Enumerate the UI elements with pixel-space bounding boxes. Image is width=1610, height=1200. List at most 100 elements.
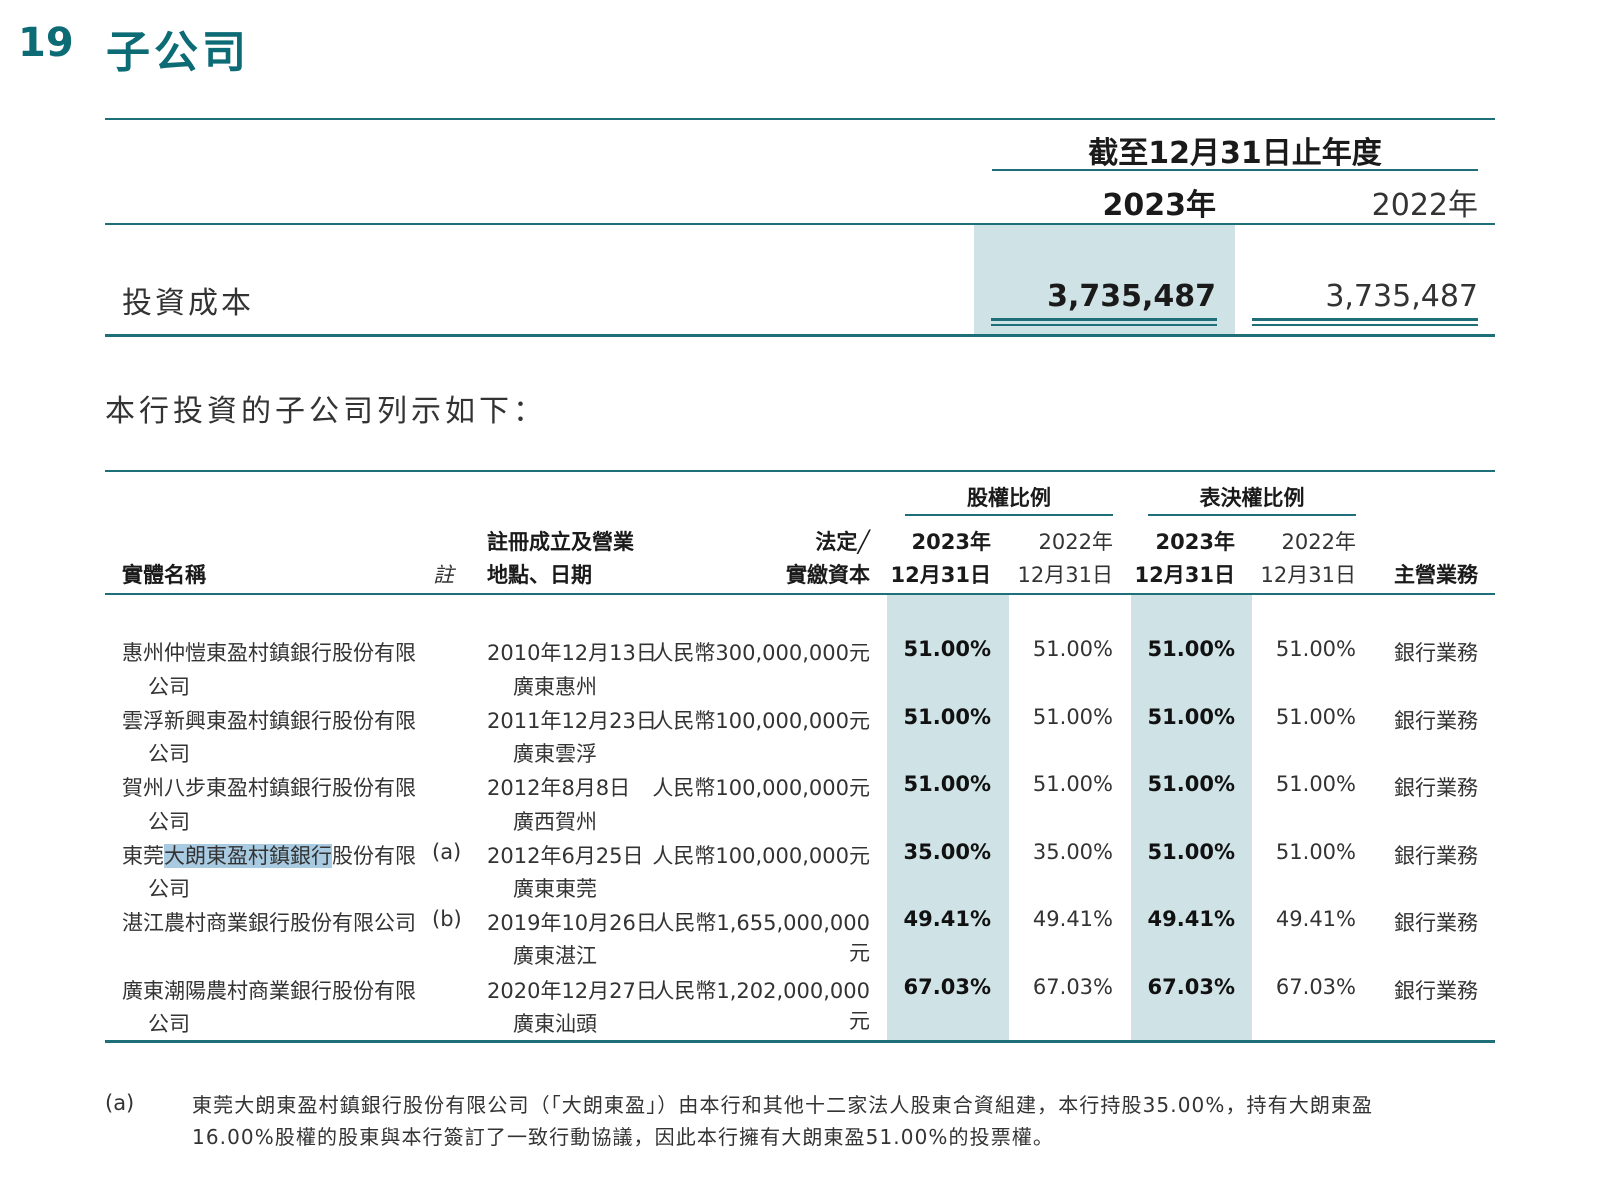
row-1-name2: 公司 — [148, 742, 190, 766]
row-3-name1-selected[interactable]: 大朗東盈村鎮銀行 — [164, 844, 332, 868]
row-1-vt2023: 51.00% — [1147, 705, 1235, 729]
table-header-rule — [105, 593, 1495, 595]
summary-col-2022: 2022年 — [1371, 188, 1478, 223]
row-3-eq2022: 35.00% — [1032, 840, 1113, 864]
row-0-name2: 公司 — [148, 675, 190, 699]
row-3-note: (a) — [432, 840, 462, 864]
row-5-name2: 公司 — [148, 1012, 190, 1036]
header-business: 主營業務 — [1394, 563, 1478, 587]
row-3-place: 廣東東莞 — [513, 877, 597, 901]
summary-col-2023: 2023年 — [1102, 188, 1217, 223]
row-3-date: 2012年6月25日 — [487, 844, 644, 868]
summary-header-rule — [105, 223, 1495, 225]
table-top-rule — [105, 470, 1495, 472]
row-5-eq2022: 67.03% — [1032, 975, 1113, 999]
footnote-line2: 16.00%股權的股東與本行簽訂了一致行動協議，因此本行擁有大朗東盈51.00%… — [192, 1125, 1055, 1149]
voting-group-rule — [1148, 514, 1356, 516]
row-4-vt2022: 49.41% — [1275, 907, 1356, 931]
row-0-vt2022: 51.00% — [1275, 637, 1356, 661]
row-2-name1: 賀州八步東盈村鎮銀行股份有限 — [122, 776, 416, 800]
row-1-name1: 雲浮新興東盈村鎮銀行股份有限 — [122, 709, 416, 733]
summary-value-2022: 3,735,487 — [1325, 279, 1478, 314]
header-capital-line1: 法定╱ — [815, 530, 870, 554]
row-4-name1: 湛江農村商業銀行股份有限公司 — [122, 911, 416, 935]
summary-2022-double-rule-b — [1252, 324, 1478, 326]
row-0-business: 銀行業務 — [1394, 641, 1478, 665]
row-1-eq2023: 51.00% — [903, 705, 991, 729]
row-1-date: 2011年12月23日 — [487, 709, 657, 733]
row-0-name1: 惠州仲愷東盈村鎮銀行股份有限 — [122, 641, 416, 665]
row-1-capital: 人民幣100,000,000元 — [652, 709, 870, 733]
row-2-vt2023: 51.00% — [1147, 772, 1235, 796]
row-5-vt2022: 67.03% — [1275, 975, 1356, 999]
row-1-eq2022: 51.00% — [1032, 705, 1113, 729]
row-3-eq2023: 35.00% — [903, 840, 991, 864]
section-number: 19 — [18, 20, 74, 66]
row-2-vt2022: 51.00% — [1275, 772, 1356, 796]
row-2-eq2022: 51.00% — [1032, 772, 1113, 796]
row-5-name1: 廣東潮陽農村商業銀行股份有限 — [122, 979, 416, 1003]
footnote-line1: 東莞大朗東盈村鎮銀行股份有限公司（「大朗東盈」）由本行和其他十二家法人股東合資組… — [192, 1093, 1374, 1117]
equity-group-rule — [905, 514, 1113, 516]
row-5-vt2023: 67.03% — [1147, 975, 1235, 999]
equity-group-header: 股權比例 — [967, 486, 1051, 510]
header-eq2022-line2: 12月31日 — [1017, 563, 1113, 587]
row-0-vt2023: 51.00% — [1147, 637, 1235, 661]
row-3-name2: 公司 — [148, 877, 190, 901]
row-3-name1-pre: 東莞 — [122, 844, 164, 868]
row-1-place: 廣東雲浮 — [513, 742, 597, 766]
voting-2023-shade — [1131, 595, 1252, 1041]
row-2-business: 銀行業務 — [1394, 776, 1478, 800]
row-3-vt2022: 51.00% — [1275, 840, 1356, 864]
row-3-business: 銀行業務 — [1394, 844, 1478, 868]
row-4-eq2022: 49.41% — [1032, 907, 1113, 931]
header-eq2022-line1: 2022年 — [1038, 530, 1113, 554]
summary-top-rule — [105, 118, 1495, 120]
row-0-capital: 人民幣300,000,000元 — [652, 641, 870, 665]
row-0-place: 廣東惠州 — [513, 675, 597, 699]
header-place-line2: 地點、日期 — [487, 563, 592, 587]
summary-2022-double-rule-a — [1252, 318, 1478, 321]
row-3-capital: 人民幣100,000,000元 — [652, 844, 870, 868]
row-4-capital: 人民幣1,655,000,000元 — [653, 911, 870, 965]
row-3-name1: 東莞大朗東盈村鎮銀行股份有限 — [122, 840, 416, 870]
row-0-eq2022: 51.00% — [1032, 637, 1113, 661]
summary-bottom-rule — [105, 334, 1495, 337]
section-title: 子公司 — [106, 27, 250, 78]
header-vt2023-line2: 12月31日 — [1134, 563, 1235, 587]
row-0-eq2023: 51.00% — [903, 637, 991, 661]
header-vt2022-line1: 2022年 — [1281, 530, 1356, 554]
row-2-date: 2012年8月8日 — [487, 776, 631, 800]
row-4-date: 2019年10月26日 — [487, 911, 657, 935]
header-vt2022-line2: 12月31日 — [1260, 563, 1356, 587]
summary-2023-shade — [974, 225, 1235, 335]
header-eq2023-line1: 2023年 — [911, 530, 991, 554]
row-0-date: 2010年12月13日 — [487, 641, 657, 665]
row-4-vt2023: 49.41% — [1147, 907, 1235, 931]
header-entity: 實體名稱 — [122, 563, 206, 587]
row-4-place: 廣東湛江 — [513, 944, 597, 968]
row-2-capital: 人民幣100,000,000元 — [652, 776, 870, 800]
voting-group-header: 表決權比例 — [1199, 486, 1305, 510]
row-5-place: 廣東汕頭 — [513, 1012, 597, 1036]
period-header-rule — [992, 169, 1478, 171]
row-2-place: 廣西賀州 — [513, 810, 597, 834]
row-2-name2: 公司 — [148, 810, 190, 834]
row-5-date: 2020年12月27日 — [487, 979, 657, 1003]
table-bottom-rule — [105, 1040, 1495, 1043]
row-3-vt2023: 51.00% — [1147, 840, 1235, 864]
header-eq2023-line2: 12月31日 — [890, 563, 991, 587]
header-note: 註 — [433, 563, 454, 587]
row-5-business: 銀行業務 — [1394, 979, 1478, 1003]
row-2-eq2023: 51.00% — [903, 772, 991, 796]
row-3-name1-post: 股份有限 — [332, 844, 416, 868]
footnote-label: (a) — [105, 1091, 135, 1115]
header-vt2023-line1: 2023年 — [1155, 530, 1235, 554]
row-1-vt2022: 51.00% — [1275, 705, 1356, 729]
row-5-capital: 人民幣1,202,000,000元 — [653, 979, 870, 1033]
summary-value-2023: 3,735,487 — [1047, 279, 1216, 314]
row-1-business: 銀行業務 — [1394, 709, 1478, 733]
period-header: 截至12月31日止年度 — [1088, 136, 1382, 171]
row-4-eq2023: 49.41% — [903, 907, 991, 931]
row-4-note: (b) — [432, 907, 462, 931]
